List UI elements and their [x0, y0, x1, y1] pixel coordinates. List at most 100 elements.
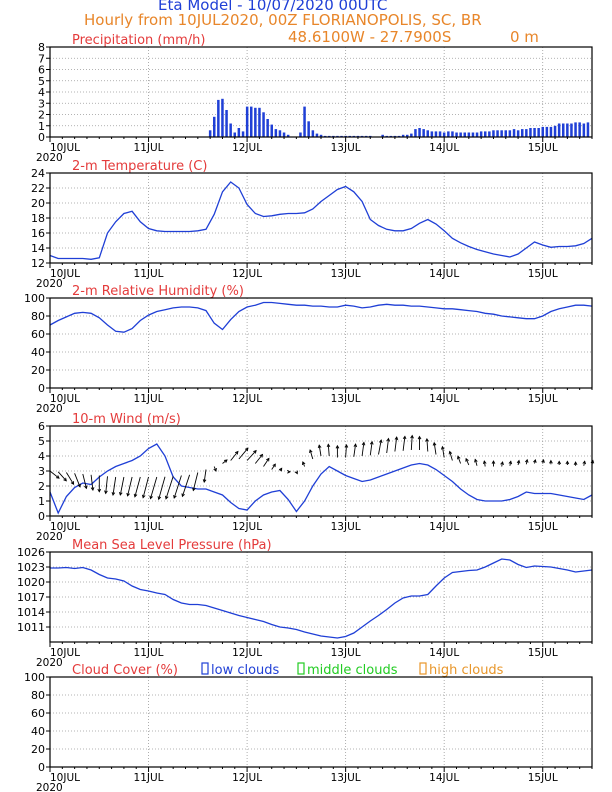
wind-vector — [112, 476, 117, 496]
wind-vector-head — [448, 450, 453, 455]
y-tick-label: 1014 — [17, 606, 45, 619]
wind-vector-head — [549, 459, 553, 464]
chart-title: Eta Model - 10/07/2020 00UTC — [158, 0, 388, 14]
wind-vector-head — [77, 483, 81, 488]
precip-bar — [508, 130, 512, 138]
y-tick-label: 1 — [38, 120, 45, 133]
wind-vector-head — [440, 445, 445, 450]
wind-vector-head — [508, 460, 513, 465]
wind-vector-head — [111, 492, 116, 496]
wind-vector — [441, 446, 445, 458]
wind-vector — [90, 474, 94, 491]
x-year-label: 2020 — [36, 152, 63, 164]
x-tick-label: 10JUL — [50, 142, 80, 154]
wind-vector — [386, 438, 389, 454]
x-tick-label: 15JUL — [528, 772, 558, 784]
precip-bar — [512, 129, 516, 137]
y-tick-label: 1 — [38, 495, 45, 508]
precip-bar — [278, 130, 282, 138]
wind-vector — [369, 441, 373, 456]
x-tick-label: 12JUL — [232, 142, 262, 154]
precip-bar — [430, 131, 434, 137]
wind-vector-head — [369, 440, 374, 445]
wind-vector-head — [55, 475, 60, 479]
wind-vector-head — [386, 437, 391, 442]
precip-bar — [529, 128, 532, 137]
x-tick-label: 14JUL — [429, 393, 459, 405]
precip-bar — [525, 129, 528, 137]
y-tick-label: 40 — [31, 725, 45, 738]
wind-vector-head — [84, 485, 88, 490]
y-tick-label: 3 — [38, 97, 45, 110]
x-tick-label: 10JUL — [50, 393, 80, 405]
wind-vector-head — [417, 435, 422, 440]
precip-bar — [438, 131, 442, 137]
wind-vector-head — [97, 488, 102, 493]
wind-vector — [192, 472, 199, 491]
wind-vector-head — [294, 470, 298, 475]
wind-vector-head — [213, 467, 217, 472]
y-tick-label: 14 — [31, 242, 45, 255]
precip-bar — [229, 123, 232, 137]
wind-vector-head — [326, 443, 331, 448]
y-tick-label: 60 — [31, 707, 45, 720]
x-tick-label: 11JUL — [134, 393, 164, 405]
wind-vector — [353, 444, 357, 457]
panel-frame — [49, 172, 593, 264]
precip-bar — [537, 128, 540, 137]
precip-bar — [549, 126, 553, 137]
y-tick-label: 1023 — [17, 561, 45, 574]
precip-bar — [245, 106, 249, 137]
wind-vector-head — [90, 487, 95, 492]
y-tick-label: 2 — [38, 109, 45, 122]
precip-bar — [492, 130, 495, 138]
precip-bar — [307, 121, 310, 138]
wind-vector — [150, 476, 158, 499]
y-tick-label: 5 — [38, 435, 45, 448]
wind-vector-head — [335, 444, 340, 449]
wind-vector-head — [344, 443, 349, 448]
wind-vector-head — [104, 490, 108, 495]
wind-vector-head — [266, 457, 270, 462]
panel-title: 10-m Wind (m/s) — [72, 412, 181, 427]
precip-bar — [553, 125, 557, 138]
y-tick-label: 1017 — [17, 591, 45, 604]
wind-vector — [222, 459, 228, 464]
precip-bar — [496, 130, 499, 138]
precip-bar — [442, 132, 446, 137]
x-tick-label: 12JUL — [232, 647, 262, 659]
wind-vector — [134, 476, 141, 497]
wind-vector — [119, 476, 125, 496]
y-tick-label: 80 — [31, 310, 45, 323]
precip-bar — [217, 99, 220, 137]
x-tick-label: 11JUL — [134, 647, 164, 659]
precip-bar — [241, 131, 245, 137]
precip-bar — [582, 123, 586, 137]
precip-bar — [488, 131, 491, 137]
precip-bar — [533, 128, 536, 137]
precip-bar — [484, 131, 487, 137]
x-tick-label: 10JUL — [50, 268, 80, 280]
precip-bar — [434, 131, 438, 137]
precip-bar — [566, 123, 569, 137]
x-tick-label: 14JUL — [429, 142, 459, 154]
wind-vector — [57, 471, 67, 482]
y-tick-label: 1011 — [17, 621, 45, 634]
wind-vector-head — [118, 491, 123, 496]
x-tick-label: 13JUL — [331, 393, 361, 405]
wind-vector-head — [500, 461, 504, 466]
precip-bar — [225, 110, 228, 137]
middle-legend-label: middle clouds — [307, 663, 398, 678]
precip-bar — [299, 132, 302, 137]
panel-title: 2-m Temperature (C) — [72, 159, 207, 174]
y-tick-label: 24 — [31, 167, 45, 180]
y-tick-label: 6 — [38, 64, 45, 77]
wind-vector-head — [533, 458, 537, 463]
precip-bar — [545, 126, 549, 137]
y-tick-label: 40 — [31, 346, 45, 359]
y-tick-label: 0 — [38, 510, 45, 523]
precip-bar — [315, 133, 319, 137]
wind-vector-head — [425, 437, 429, 442]
precip-bar — [208, 130, 212, 138]
